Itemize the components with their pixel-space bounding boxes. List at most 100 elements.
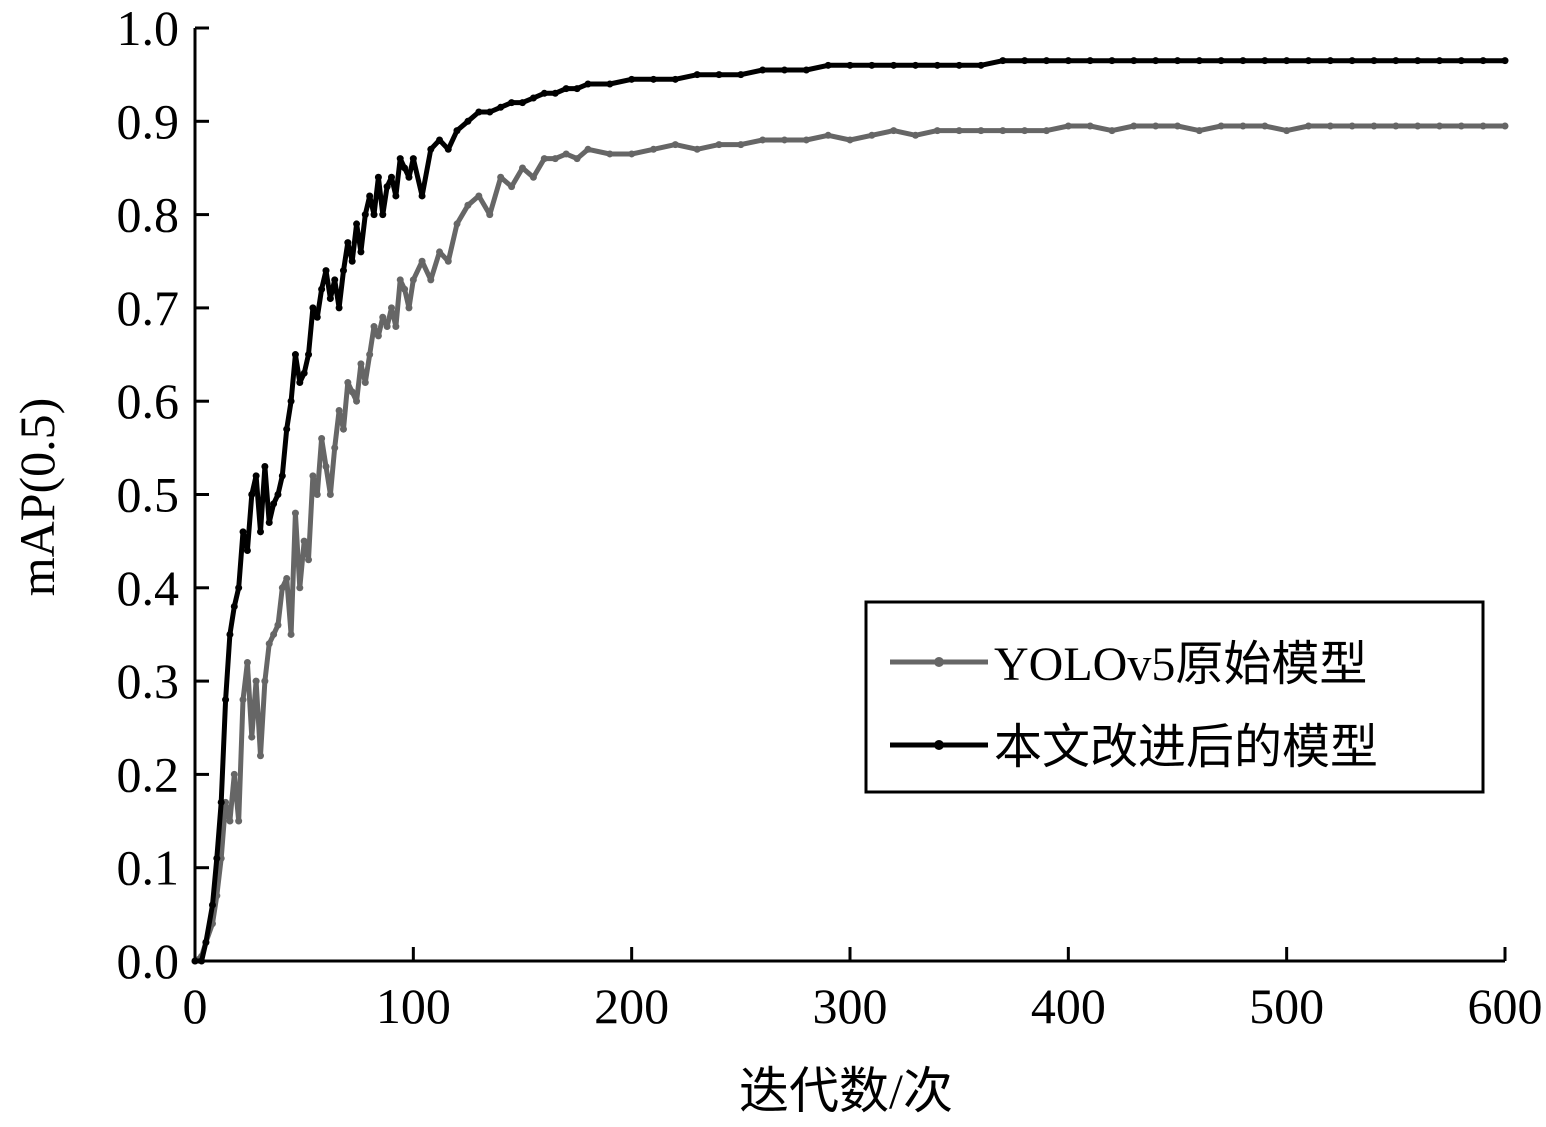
series-0-point xyxy=(348,388,356,396)
series-0-point xyxy=(409,276,417,284)
series-1-point xyxy=(322,267,330,275)
series-0-point xyxy=(291,509,299,517)
series-0-point xyxy=(508,183,516,191)
series-1-point xyxy=(508,99,516,107)
series-0-point xyxy=(287,630,295,638)
series-0-point xyxy=(573,155,581,163)
series-1-point xyxy=(427,145,435,153)
series-0-point xyxy=(226,817,234,825)
series-0-point xyxy=(357,360,365,368)
series-0-point xyxy=(759,136,767,144)
series-0-point xyxy=(1501,122,1509,130)
series-1-point xyxy=(1392,57,1400,65)
series-1-point xyxy=(1261,57,1269,65)
series-0-point xyxy=(326,491,334,498)
series-0-point xyxy=(436,248,444,256)
series-0-point xyxy=(305,556,313,564)
series-0-point xyxy=(427,276,435,284)
series-1-point xyxy=(296,379,304,387)
series-1-point xyxy=(486,108,494,116)
series-1-point xyxy=(383,183,391,191)
legend-label-yolov5: YOLOv5原始模型 xyxy=(994,638,1367,691)
series-1-point xyxy=(396,155,404,163)
series-0-point xyxy=(353,397,361,405)
series-1-point xyxy=(1174,57,1181,65)
y-tick-label: 0.1 xyxy=(117,840,180,896)
series-1-point xyxy=(305,351,313,359)
series-0-point xyxy=(392,323,400,331)
series-1-point xyxy=(313,313,321,321)
series-0-point xyxy=(1436,122,1443,130)
series-1-point xyxy=(562,85,570,93)
series-1-point xyxy=(737,71,745,79)
y-tick-label: 0.3 xyxy=(117,653,180,709)
series-0-point xyxy=(361,379,369,387)
series-1-point xyxy=(379,211,387,219)
series-1-point xyxy=(846,61,854,69)
series-0-point xyxy=(379,313,387,321)
series-1-point xyxy=(606,80,614,88)
series-0-point xyxy=(1043,127,1050,135)
series-1-point xyxy=(1348,57,1356,65)
y-tick-label: 0.5 xyxy=(117,467,180,523)
series-0-point xyxy=(1108,127,1116,135)
series-0-point xyxy=(265,640,273,648)
series-1-point xyxy=(1152,57,1160,65)
series-0-point xyxy=(396,276,404,284)
series-1-point xyxy=(781,66,788,74)
y-tick-label: 0.2 xyxy=(117,746,180,802)
series-0-point xyxy=(1370,122,1378,130)
series-1-point xyxy=(453,127,461,135)
series-1-point xyxy=(1021,57,1029,65)
legend-box xyxy=(864,600,1485,794)
series-0-point xyxy=(650,145,657,153)
x-tick-label: 200 xyxy=(594,978,669,1034)
series-1-point xyxy=(529,94,537,102)
series-1-point xyxy=(573,85,581,93)
series-0-point xyxy=(1348,122,1356,130)
series-1-point xyxy=(202,938,210,946)
series-1-point xyxy=(392,192,400,200)
series-0-point xyxy=(486,211,494,219)
series-1-point xyxy=(540,89,548,97)
x-tick-label: 100 xyxy=(376,978,451,1034)
series-1-point xyxy=(309,304,317,312)
series-0-point xyxy=(628,150,636,158)
series-1-point xyxy=(1283,57,1291,65)
series-1-point xyxy=(955,61,963,69)
series-1-point xyxy=(999,57,1007,65)
series-1-point xyxy=(213,854,221,862)
series-1-point xyxy=(300,369,308,377)
series-1-point xyxy=(519,99,526,107)
series-1-point xyxy=(868,61,876,69)
series-0-point xyxy=(274,621,282,629)
series-1-point xyxy=(584,80,592,88)
series-0-point xyxy=(1414,122,1422,130)
series-1-point xyxy=(1326,57,1334,65)
series-1-point xyxy=(444,145,452,153)
series-0-point xyxy=(300,537,308,545)
series-1-point xyxy=(243,546,251,554)
series-0-point xyxy=(584,145,592,153)
series-1-point xyxy=(418,192,426,200)
series-0-point xyxy=(230,770,238,778)
series-1-point xyxy=(802,66,810,74)
series-1-point xyxy=(374,173,382,181)
series-0-point xyxy=(977,127,985,135)
series-0-point xyxy=(1174,122,1181,130)
series-0-point xyxy=(846,136,854,144)
series-0-point xyxy=(999,127,1007,135)
series-1-point xyxy=(977,61,985,69)
series-0-point xyxy=(671,141,679,149)
series-layer xyxy=(191,57,1509,965)
series-1-point xyxy=(1195,57,1203,65)
series-1-point xyxy=(475,108,483,116)
series-1-point xyxy=(933,61,941,69)
series-1-point xyxy=(551,89,559,97)
series-0-point xyxy=(270,630,278,638)
y-tick-label: 0.0 xyxy=(117,933,180,989)
series-1-point xyxy=(239,528,247,536)
series-0-point xyxy=(519,164,526,172)
series-0-point xyxy=(1305,122,1312,130)
legend-label-improved: 本文改进后的模型 xyxy=(994,721,1378,774)
